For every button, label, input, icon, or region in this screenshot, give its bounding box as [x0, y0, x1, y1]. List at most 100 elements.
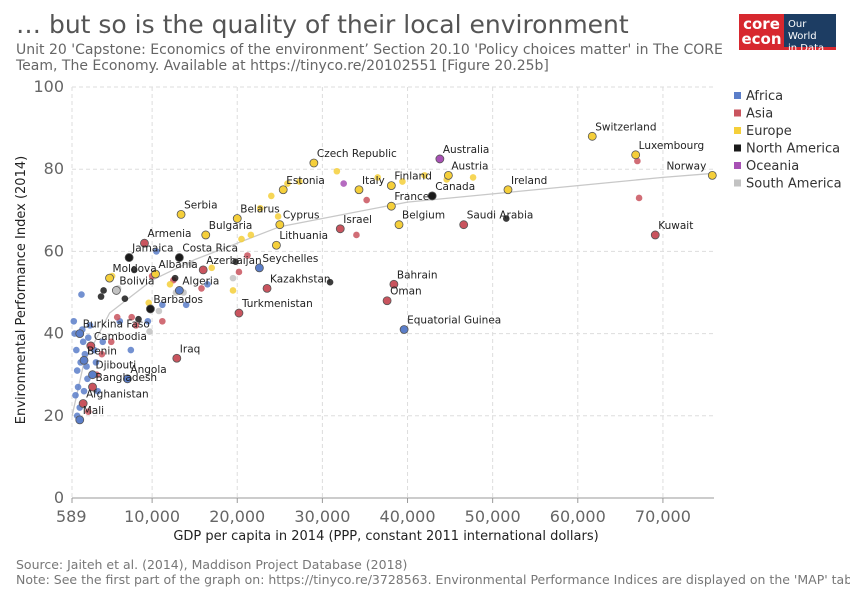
data-point-labeled	[88, 382, 97, 392]
data-point	[326, 278, 334, 286]
legend[interactable]: Africa Asia Europe North America Oceania Sout…	[734, 89, 842, 192]
data-point	[135, 315, 142, 323]
data-point-labeled	[399, 325, 409, 334]
point-label: Turkmenistan	[241, 298, 313, 310]
point-label: Cambodia	[94, 331, 147, 343]
data-point	[98, 350, 106, 358]
data-point	[469, 174, 477, 181]
point-label: Estonia	[286, 175, 325, 187]
point-label: Kuwait	[658, 220, 693, 232]
point-label: Canada	[435, 181, 475, 193]
legend-swatch	[734, 127, 741, 134]
data-point-labeled	[86, 341, 96, 351]
y-tick-label: 60	[44, 241, 64, 260]
data-point-labeled	[503, 185, 513, 195]
data-point	[159, 317, 166, 325]
x-tick-label: 70,000	[635, 507, 691, 526]
x-tick-label: 589	[56, 507, 87, 526]
data-point	[229, 287, 237, 294]
data-point	[83, 363, 90, 370]
legend-swatch	[734, 92, 741, 99]
point-label: France	[394, 191, 429, 203]
data-point-labeled	[394, 220, 404, 230]
data-point	[374, 174, 382, 181]
data-point	[235, 268, 243, 276]
core-owid-logo[interactable]: core econ Our World in Data	[739, 14, 836, 54]
data-point	[634, 157, 641, 165]
point-label: Czech Republic	[317, 148, 397, 160]
data-point	[268, 192, 275, 200]
legend-item[interactable]: South America	[734, 177, 842, 192]
data-point-labeled	[124, 253, 134, 262]
point-label: Finland	[394, 171, 432, 183]
data-point-labeled	[335, 224, 345, 234]
legend-label: Africa	[746, 89, 783, 104]
legend-item[interactable]: North America	[734, 142, 840, 157]
data-point-labeled	[650, 230, 660, 240]
data-point-labeled	[459, 220, 469, 230]
y-tick-label: 40	[44, 324, 64, 343]
data-point-labeled	[198, 265, 208, 275]
point-label: Moldova	[113, 263, 157, 275]
data-point	[73, 367, 81, 374]
legend-item[interactable]: Asia	[734, 107, 773, 122]
data-point	[340, 180, 347, 187]
data-point-labeled	[435, 154, 445, 164]
point-label: Mali	[83, 405, 104, 417]
chart-note: Note: See the first part of the graph on…	[16, 572, 850, 587]
data-point	[182, 301, 190, 309]
data-point	[79, 338, 87, 346]
data-point-labeled	[262, 283, 272, 293]
point-label: Iraq	[180, 343, 201, 355]
point-label: Armenia	[147, 228, 191, 240]
point-label: Barbados	[153, 294, 203, 306]
data-point	[145, 299, 153, 307]
legend-swatch	[734, 179, 741, 187]
data-point	[128, 313, 135, 321]
data-point-labeled	[176, 210, 186, 219]
point-label: Austria	[451, 160, 488, 172]
data-point	[284, 180, 291, 187]
point-label: Bulgaria	[209, 220, 253, 232]
data-point	[204, 280, 211, 288]
data-point	[81, 350, 89, 358]
data-point	[208, 264, 216, 272]
data-point	[153, 248, 160, 255]
chart-subtitle: Unit 20 'Capstone: Economics of the envi…	[16, 42, 723, 74]
data-point-labeled	[309, 158, 319, 168]
legend-item[interactable]: Oceania	[734, 159, 799, 174]
data-points	[70, 131, 717, 425]
data-point	[92, 359, 100, 366]
point-label: Luxembourg	[639, 140, 704, 152]
legend-label: South America	[746, 177, 842, 192]
data-point	[146, 328, 153, 335]
point-label: Ireland	[511, 175, 547, 187]
legend-swatch	[734, 109, 741, 117]
point-label: Burkina Faso	[83, 319, 150, 331]
point-label: Norway	[666, 160, 706, 172]
legend-item[interactable]: Europe	[734, 124, 792, 139]
data-point-labeled	[78, 399, 88, 408]
data-point-labeled	[707, 170, 717, 180]
point-label: Afghanistan	[86, 388, 149, 400]
point-label: Costa Rica	[182, 243, 238, 255]
data-point	[353, 231, 360, 239]
legend-swatch	[734, 162, 741, 169]
point-label: Serbia	[184, 199, 217, 211]
point-label: Jamaica	[131, 243, 173, 255]
chart-title: … but so is the quality of their local e…	[16, 10, 629, 39]
legend-label: Europe	[746, 124, 792, 139]
data-point	[99, 338, 107, 346]
data-point	[166, 280, 174, 288]
point-label: Belarus	[240, 204, 279, 216]
data-point	[130, 266, 138, 274]
grid-lines	[71, 86, 714, 498]
point-label: Bolivia	[119, 275, 154, 287]
source-note: Source: Jaiteh et al. (2014), Maddison P…	[16, 557, 408, 572]
point-label: Djibouti	[96, 360, 137, 372]
data-point	[73, 346, 80, 354]
data-point-labeled	[174, 253, 184, 262]
axes: 0 20 40 60 80 100 589 10,000 20,000 30,000 40,000 5…	[33, 77, 714, 526]
legend-item[interactable]: Africa	[734, 89, 783, 104]
